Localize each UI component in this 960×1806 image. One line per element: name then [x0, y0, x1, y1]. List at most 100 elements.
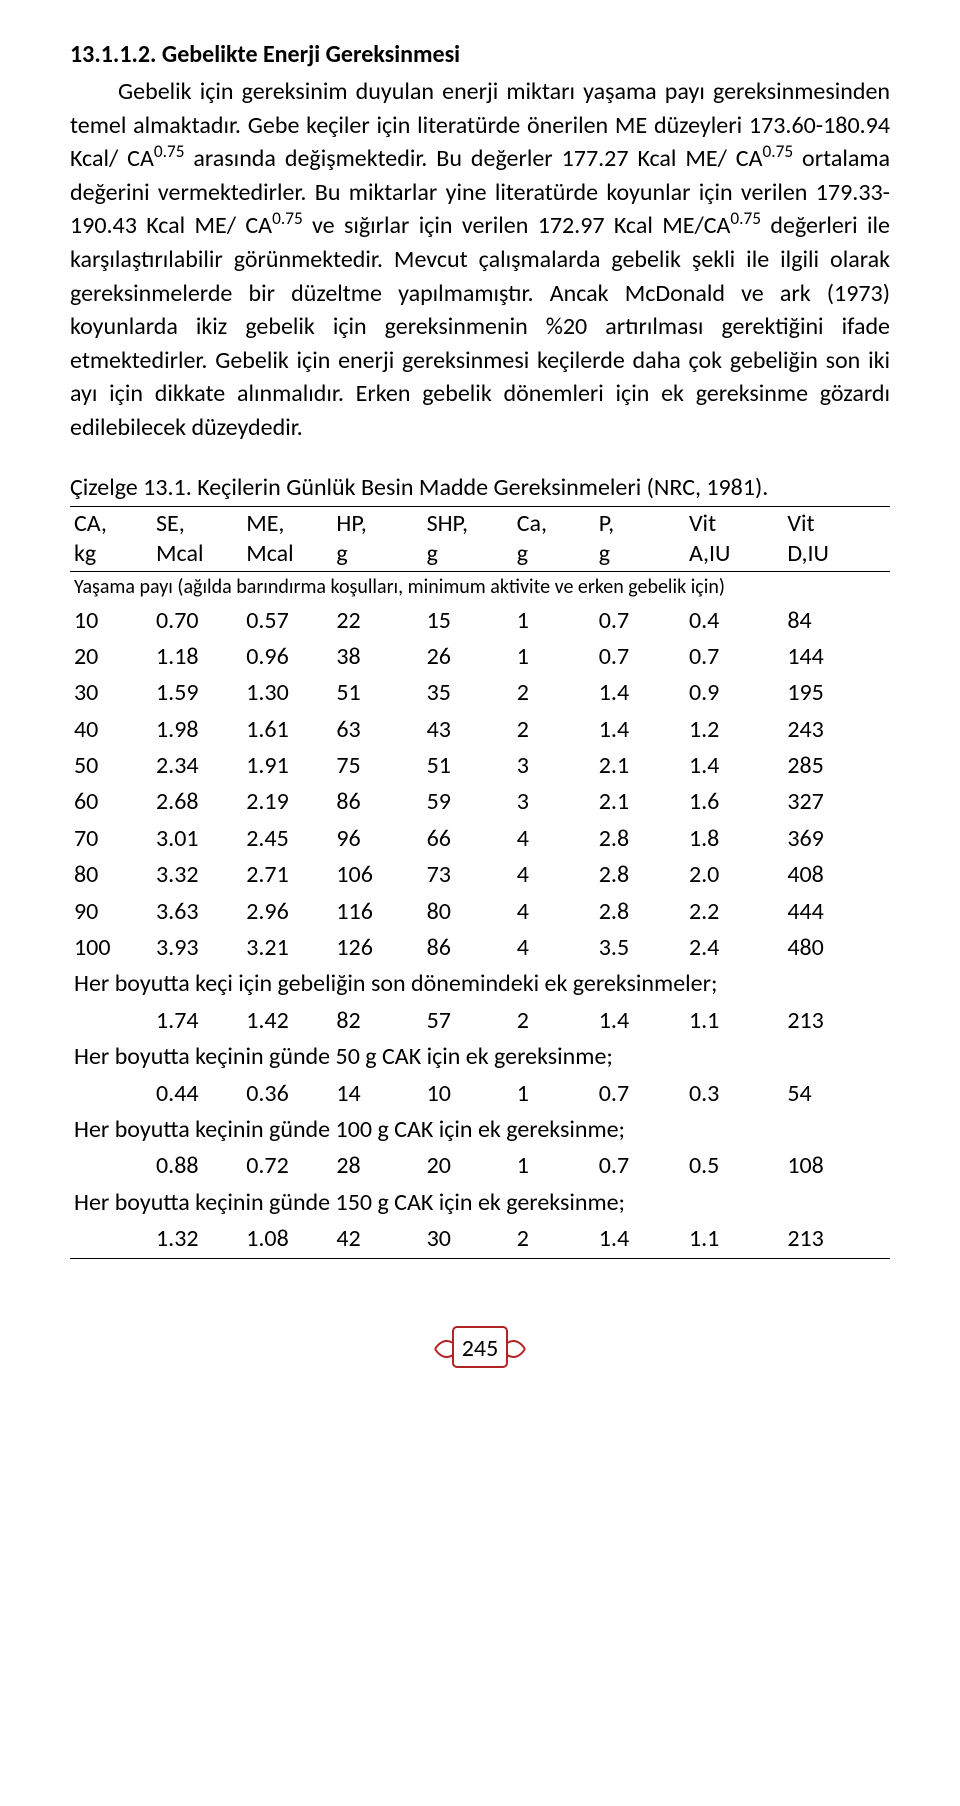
- table-cell: 480: [783, 930, 890, 966]
- table-cell: 100: [70, 930, 152, 966]
- table-cell: 1.6: [685, 784, 783, 820]
- table-cell: 1.18: [152, 639, 242, 675]
- table-cell: 1.8: [685, 821, 783, 857]
- table-cell: [70, 1221, 152, 1258]
- nutrient-table: CA,kg SE,Mcal ME,Mcal HP,g SHP,g Ca,g P,…: [70, 506, 890, 1259]
- th-l1: P,: [599, 509, 614, 538]
- table-cell: 2.19: [242, 784, 332, 820]
- table-cell: 1.42: [242, 1003, 332, 1039]
- table-cell: 63: [332, 712, 422, 748]
- table-cell: [70, 1148, 152, 1184]
- table-caption: Çizelge 13.1. Keçilerin Günlük Besin Mad…: [70, 473, 890, 502]
- table-row: 201.180.96382610.70.7144: [70, 639, 890, 675]
- table-row: 502.341.91755132.11.4285: [70, 748, 890, 784]
- table-cell: 0.7: [595, 639, 685, 675]
- superscript-2: 0.75: [762, 141, 793, 162]
- th-l1: Vit: [689, 509, 716, 538]
- table-row: 401.981.61634321.41.2243: [70, 712, 890, 748]
- table-section-label-row: Her boyutta keçi için gebeliğin son döne…: [70, 966, 890, 1002]
- table-cell: 57: [423, 1003, 513, 1039]
- table-body: Yaşama payı (ağılda barındırma koşulları…: [70, 571, 890, 966]
- th-l2: kg: [74, 539, 96, 568]
- table-cell: 43: [423, 712, 513, 748]
- table-cell: 3.21: [242, 930, 332, 966]
- table-cell: 144: [783, 639, 890, 675]
- table-cell: 50: [70, 748, 152, 784]
- table-cell: 1: [513, 603, 595, 639]
- table-cell: 0.36: [242, 1076, 332, 1112]
- table-cell: 0.7: [685, 639, 783, 675]
- para-part-1b: arasında değişmektedir. Bu değerler 177.…: [184, 144, 762, 173]
- table-cell: 15: [423, 603, 513, 639]
- table-cell: 2.1: [595, 784, 685, 820]
- th-l1: Vit: [787, 509, 814, 538]
- table-cell: 3.01: [152, 821, 242, 857]
- table-cell: 2.96: [242, 894, 332, 930]
- th-l2: g: [517, 539, 528, 568]
- th-l2: g: [599, 539, 610, 568]
- th-l2: Mcal: [246, 539, 293, 568]
- table-cell: 1.1: [685, 1221, 783, 1258]
- table-cell: 2.68: [152, 784, 242, 820]
- th-p: P,g: [595, 506, 685, 571]
- th-shp: SHP,g: [423, 506, 513, 571]
- table-row: 703.012.45966642.81.8369: [70, 821, 890, 857]
- table-cell: 4: [513, 894, 595, 930]
- table-cell: 2.71: [242, 857, 332, 893]
- table-cell: 40: [70, 712, 152, 748]
- table-cell: 2: [513, 1003, 595, 1039]
- table-cell: 3: [513, 784, 595, 820]
- table-cell: 1.4: [595, 1003, 685, 1039]
- table-section-label-row: Her boyutta keçinin günde 150 g CAK için…: [70, 1185, 890, 1221]
- table-cell: 20: [423, 1148, 513, 1184]
- para-part-1d: ve sığırlar için verilen 172.97 Kcal ME/…: [303, 211, 731, 240]
- table-cell: 2: [513, 675, 595, 711]
- table-cell: 84: [783, 603, 890, 639]
- table-cell: 0.96: [242, 639, 332, 675]
- table-cell: 3.32: [152, 857, 242, 893]
- th-l1: SHP,: [427, 509, 468, 538]
- table-cell: 327: [783, 784, 890, 820]
- table-cell: 80: [423, 894, 513, 930]
- table-cell: 28: [332, 1148, 422, 1184]
- table-cell: 1.1: [685, 1003, 783, 1039]
- table-cell: 116: [332, 894, 422, 930]
- superscript-1: 0.75: [154, 141, 185, 162]
- table-cell: 1: [513, 1148, 595, 1184]
- table-body-extra: Her boyutta keçi için gebeliğin son döne…: [70, 966, 890, 1258]
- table-cell: 90: [70, 894, 152, 930]
- table-cell: 1.4: [595, 1221, 685, 1258]
- table-cell: 2.0: [685, 857, 783, 893]
- table-cell: 1.59: [152, 675, 242, 711]
- table-cell: 1: [513, 1076, 595, 1112]
- table-cell: 3: [513, 748, 595, 784]
- table-cell: 20: [70, 639, 152, 675]
- table-cell: 42: [332, 1221, 422, 1258]
- table-cell: 73: [423, 857, 513, 893]
- table-cell: 22: [332, 603, 422, 639]
- table-cell: 70: [70, 821, 152, 857]
- table-cell: [70, 1003, 152, 1039]
- table-section-label-row: Her boyutta keçinin günde 50 g CAK için …: [70, 1039, 890, 1075]
- table-cell: 213: [783, 1221, 890, 1258]
- table-cell: 2.45: [242, 821, 332, 857]
- table-cell: 1.4: [595, 675, 685, 711]
- table-cell: 2.4: [685, 930, 783, 966]
- table-row: 1003.933.211268643.52.4480: [70, 930, 890, 966]
- table-cell: 0.4: [685, 603, 783, 639]
- table-cell: 3.63: [152, 894, 242, 930]
- table-row: 903.632.961168042.82.2444: [70, 894, 890, 930]
- table-cell: 10: [70, 603, 152, 639]
- table-cell: 0.70: [152, 603, 242, 639]
- th-l2: Mcal: [156, 539, 203, 568]
- table-cell: 1.32: [152, 1221, 242, 1258]
- table-cell: 51: [332, 675, 422, 711]
- document-page: 13.1.1.2. Gebelikte Enerji Gereksinmesi …: [0, 0, 960, 1409]
- table-row: 602.682.19865932.11.6327: [70, 784, 890, 820]
- table-cell: 66: [423, 821, 513, 857]
- table-cell: 0.7: [595, 1148, 685, 1184]
- table-cell: 86: [423, 930, 513, 966]
- table-cell: 0.88: [152, 1148, 242, 1184]
- table-section-label: Her boyutta keçi için gebeliğin son döne…: [70, 966, 890, 1002]
- table-cell: 1.98: [152, 712, 242, 748]
